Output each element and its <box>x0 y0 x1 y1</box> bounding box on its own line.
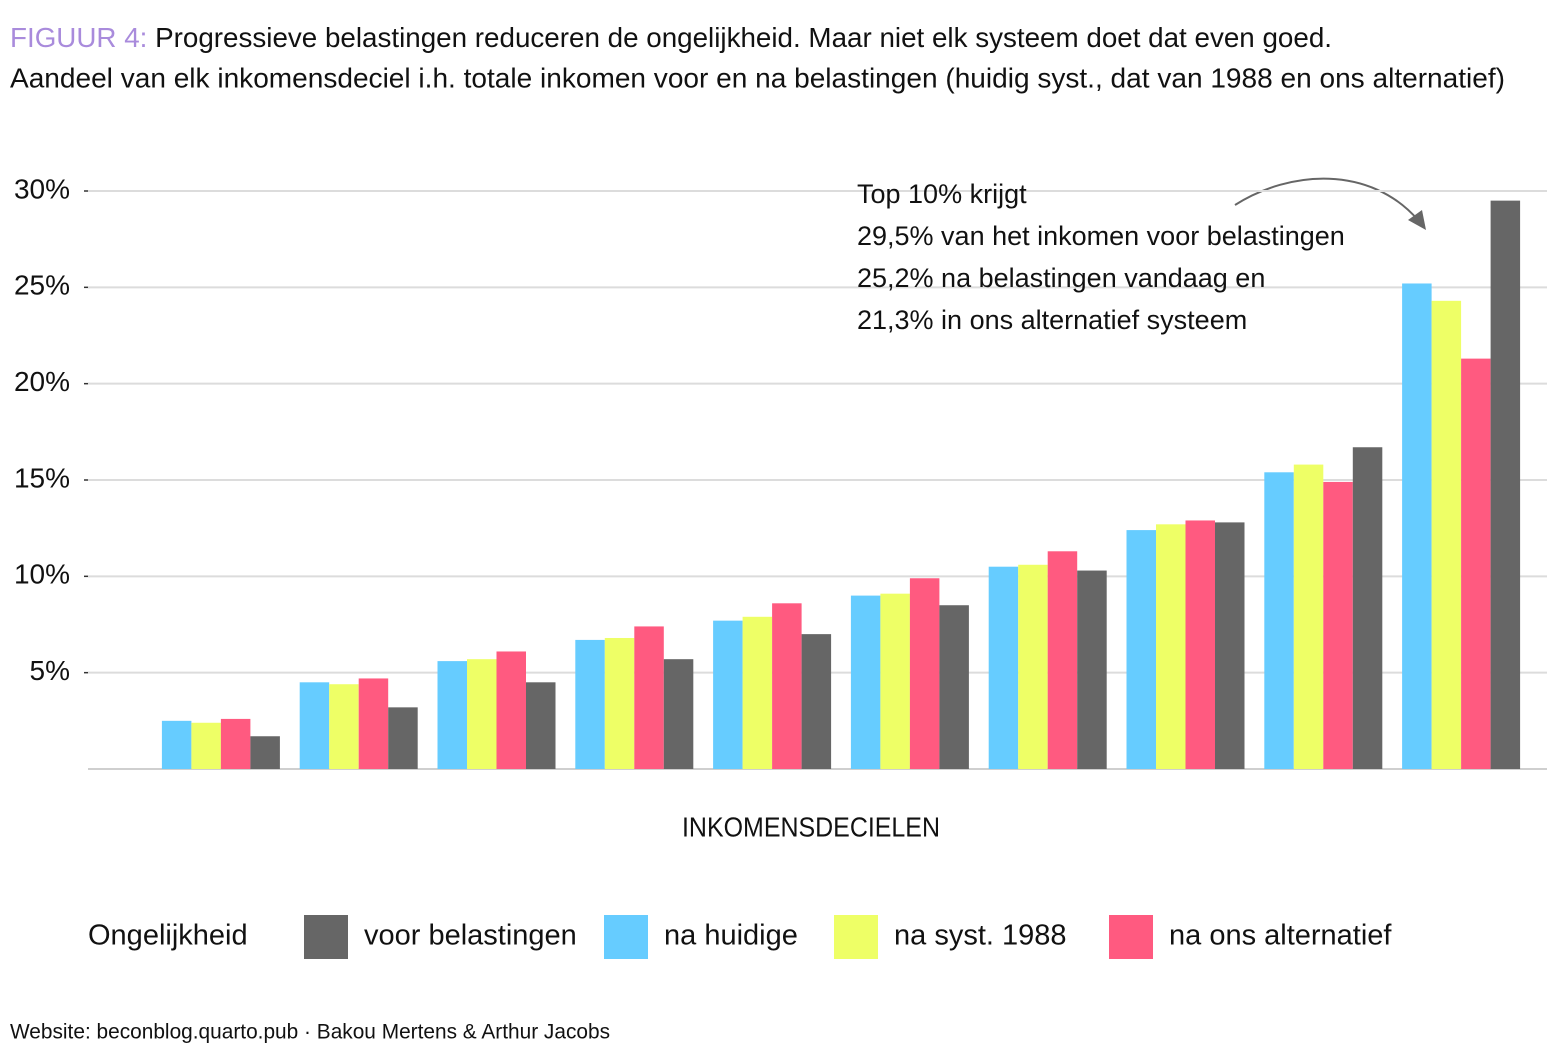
bar <box>191 722 221 769</box>
x-axis-label: INKOMENSDECIELEN <box>682 811 940 842</box>
bar <box>161 720 192 769</box>
y-tick-label: 30% <box>14 173 70 204</box>
bar <box>1461 358 1491 769</box>
bar <box>742 616 773 769</box>
title-prefix: FIGUUR 4: <box>10 22 147 53</box>
bar <box>575 639 605 769</box>
bar <box>1402 283 1432 769</box>
bar <box>850 595 881 769</box>
bar <box>329 684 359 769</box>
bar <box>526 682 556 769</box>
bar <box>1431 300 1462 769</box>
bar <box>1215 522 1245 769</box>
chart-subtitle: Aandeel van elk inkomensdeciel i.h. tota… <box>10 62 1505 93</box>
bar <box>358 678 389 769</box>
annotation: 29,5% van het inkomen voor belastingen <box>857 221 1345 251</box>
source: Website: beconblog.quarto.pub · Bakou Me… <box>10 1021 610 1044</box>
legend-label: na huidige <box>664 920 798 952</box>
arrow-head <box>1408 210 1426 230</box>
chart-title: FIGUUR 4: Progressieve belastingen reduc… <box>10 22 1332 53</box>
legend-title: Ongelijkheid <box>88 920 248 952</box>
bar <box>1185 520 1215 769</box>
bar <box>220 718 251 769</box>
bar <box>496 651 526 769</box>
y-tick-label: 15% <box>14 462 70 493</box>
bar <box>250 736 280 769</box>
bar <box>880 593 910 769</box>
legend-swatch <box>304 915 348 959</box>
bar <box>772 603 802 769</box>
bar <box>1018 564 1048 769</box>
bar <box>437 661 467 769</box>
bar <box>388 707 418 769</box>
bar <box>909 578 940 769</box>
legend-swatch <box>834 915 878 959</box>
bar <box>1293 464 1324 769</box>
bar <box>1126 530 1156 769</box>
annotation: 21,3% in ons alternatief systeem <box>857 305 1247 335</box>
bar <box>1264 472 1294 769</box>
bar <box>467 659 497 769</box>
bar <box>988 566 1019 769</box>
legend-label: voor belastingen <box>364 920 577 952</box>
legend-swatch <box>1109 915 1153 959</box>
bar <box>1490 200 1521 770</box>
bar <box>1077 570 1107 769</box>
title-text: Progressieve belastingen reduceren de on… <box>155 22 1332 53</box>
bar <box>1323 481 1353 769</box>
legend-label: na syst. 1988 <box>894 920 1067 952</box>
y-tick-label: 25% <box>14 270 70 301</box>
y-tick-label: 20% <box>14 366 70 397</box>
bar <box>634 626 664 769</box>
bar <box>801 634 832 769</box>
bar <box>713 620 743 769</box>
annotation-arrow <box>1234 177 1419 221</box>
bar <box>299 682 330 769</box>
bar <box>1352 447 1383 769</box>
bar <box>939 605 969 769</box>
annotation: Top 10% krijgt <box>857 179 1027 209</box>
annotation: 25,2% na belastingen vandaag en <box>857 263 1265 293</box>
legend-label: na ons alternatief <box>1169 920 1392 952</box>
bar <box>1156 524 1186 769</box>
bar <box>1047 551 1078 769</box>
y-tick-label: 5% <box>30 655 70 686</box>
legend-swatch <box>604 915 648 959</box>
bar <box>663 659 694 769</box>
bar <box>604 637 635 769</box>
y-tick-label: 10% <box>14 559 70 590</box>
